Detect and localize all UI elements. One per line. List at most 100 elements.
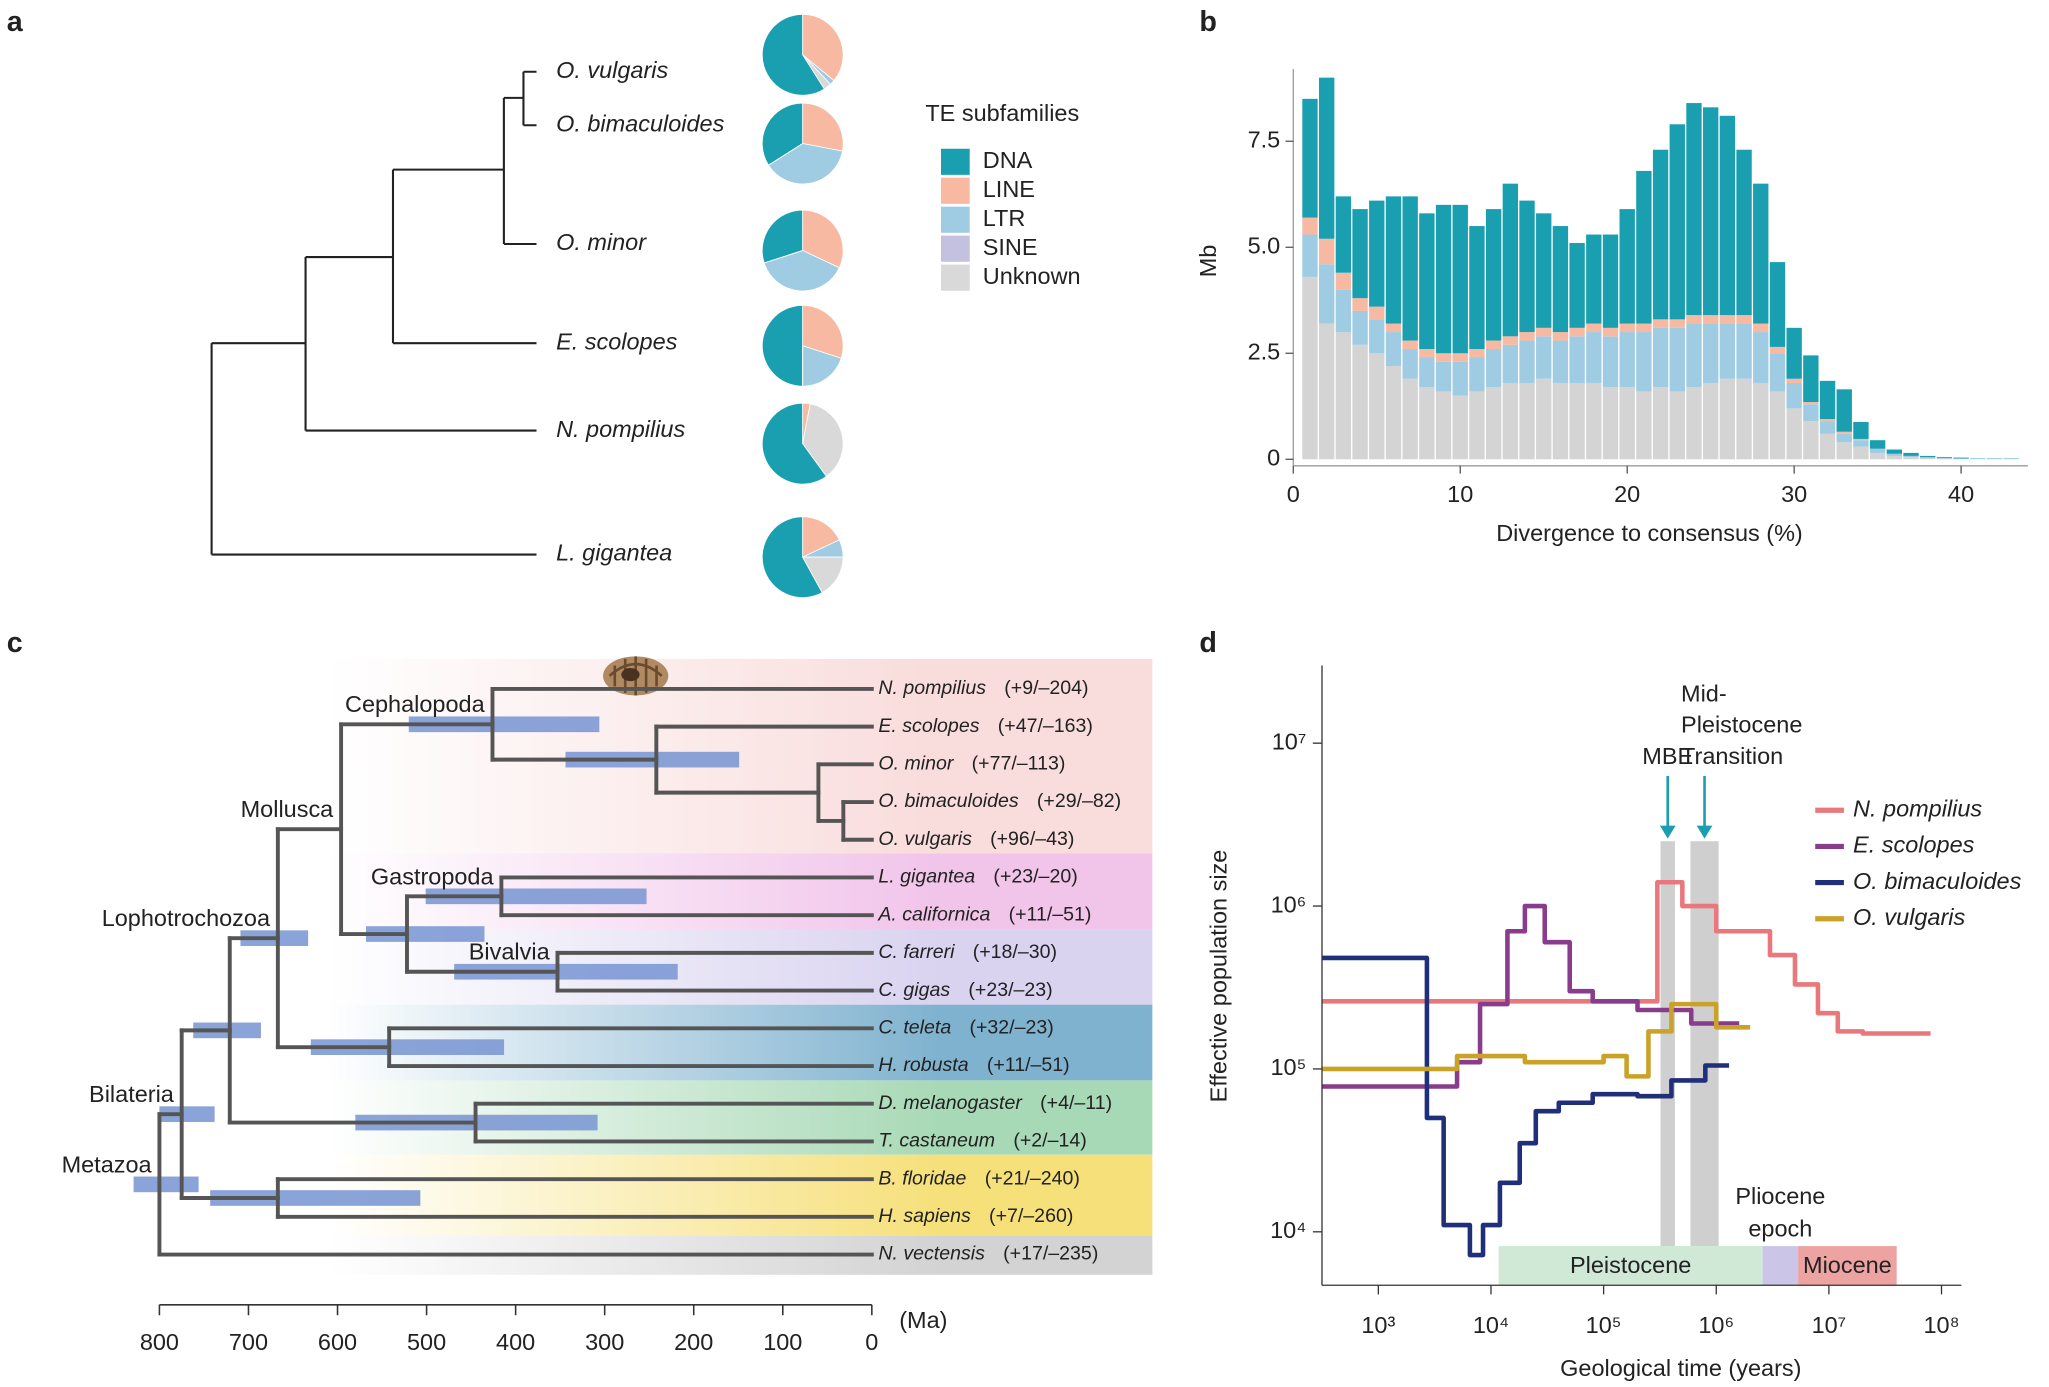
epoch-label: Miocene: [1803, 1252, 1892, 1278]
y-tick-label: 7.5: [1248, 126, 1281, 152]
bar-segment: [1869, 440, 1886, 449]
bar-segment: [1853, 446, 1869, 460]
bar-segment: [1402, 340, 1418, 350]
taxon-label: B. floridae: [878, 1167, 966, 1189]
bar-segment: [1552, 340, 1569, 383]
clade-label: Mollusca: [241, 796, 335, 822]
gene-count: (+18/–30): [973, 941, 1057, 963]
pie-slice: [761, 304, 804, 387]
bar-segment: [1736, 378, 1752, 460]
bar-segment: [1569, 243, 1585, 328]
bar-segment: [1936, 458, 1953, 460]
x-tick-label: 40: [1948, 481, 1974, 507]
bar-segment: [1886, 449, 1903, 454]
bar-segment: [1853, 440, 1869, 447]
legend-label: LTR: [983, 205, 1026, 231]
pie-slice: [802, 345, 842, 387]
confidence-bar: [454, 963, 678, 980]
bar-segment: [1636, 170, 1652, 324]
clade-label: Bilateria: [89, 1081, 175, 1107]
bar-segment: [1536, 378, 1552, 460]
population-line: [1321, 955, 1730, 1258]
bar-segment: [1669, 319, 1685, 328]
bar-segment: [1536, 336, 1552, 379]
gene-count: (+32/–23): [969, 1016, 1053, 1038]
bar-segment: [1686, 103, 1702, 316]
taxon-label: T. castaneum: [878, 1130, 995, 1152]
taxon-label: A. californica: [877, 903, 990, 925]
confidence-bar: [310, 1039, 505, 1055]
bar-segment: [1836, 433, 1852, 443]
bar-segment: [1586, 323, 1602, 333]
bar-segment: [1736, 323, 1752, 379]
bar-segment: [1920, 457, 1936, 459]
y-tick-label: 5.0: [1248, 232, 1281, 258]
taxon-label: C. gigas: [878, 979, 950, 1001]
taxon-label: O. vulgaris: [878, 828, 972, 850]
bar-segment: [1485, 340, 1502, 350]
bar-segment: [1552, 226, 1569, 333]
species-label: E. scolopes: [556, 328, 678, 354]
bar-segment: [1452, 395, 1468, 460]
population-line: [1321, 1001, 1751, 1079]
bar-segment: [1702, 323, 1719, 383]
pie-slice: [802, 403, 844, 477]
legend-swatch: [940, 148, 970, 175]
population-line: [1321, 879, 1931, 1036]
pie-slice: [802, 54, 831, 90]
legend-label: O. bimaculoides: [1853, 868, 2022, 894]
bar-segment: [1519, 200, 1535, 333]
bar-segment: [1736, 315, 1752, 324]
panel-label: a: [7, 6, 24, 38]
event-band: [1660, 841, 1675, 1247]
gene-count: (+7/–260): [989, 1205, 1073, 1227]
epoch-band: [1498, 1246, 1763, 1286]
bar-segment: [1519, 332, 1535, 341]
bar-segment: [1686, 323, 1702, 388]
bar-segment: [1786, 382, 1802, 409]
bar-segment: [1369, 353, 1385, 460]
bar-segment: [1435, 353, 1452, 362]
population-line: [1321, 903, 1740, 1089]
taxon-label: N. pompilius: [878, 677, 986, 699]
bar-segment: [1719, 115, 1736, 316]
bar-segment: [1602, 327, 1619, 337]
bar-segment: [1502, 336, 1519, 345]
bar-segment: [1903, 452, 1919, 456]
epoch-label: Pliocene: [1735, 1183, 1825, 1209]
species-label: O. vulgaris: [556, 57, 668, 83]
legend-swatch: [940, 177, 970, 204]
bar-segment: [1602, 336, 1619, 388]
bar-segment: [1302, 234, 1318, 277]
bar-segment: [1318, 77, 1335, 239]
bar-segment: [1836, 389, 1852, 432]
gene-count: (+96/–43): [990, 828, 1074, 850]
legend-label: SINE: [983, 234, 1038, 260]
bar-segment: [1502, 382, 1519, 460]
bar-segment: [1719, 378, 1736, 460]
y-tick-label: 10⁵: [1270, 1054, 1306, 1080]
bar-segment: [1619, 332, 1635, 388]
legend-swatch: [940, 235, 970, 262]
bar-segment: [1335, 289, 1352, 333]
bar-segment: [1652, 149, 1669, 320]
legend-label: N. pompilius: [1853, 795, 1982, 821]
bar-segment: [1769, 391, 1786, 460]
bar-segment: [1669, 327, 1685, 392]
y-tick-label: 0: [1267, 444, 1280, 470]
bar-segment: [1352, 310, 1368, 345]
y-tick-label: 10⁷: [1272, 728, 1307, 754]
confidence-bar: [425, 888, 647, 905]
gene-count: (+29/–82): [1037, 790, 1121, 812]
bar-segment: [1769, 346, 1786, 354]
event-label: Pleistocene: [1681, 712, 1802, 738]
bar-segment: [1903, 457, 1919, 460]
legend-label: E. scolopes: [1853, 832, 1975, 858]
pie-slice: [802, 304, 844, 359]
bar-segment: [1886, 453, 1903, 456]
clade-label: Bivalvia: [469, 939, 551, 965]
bar-segment: [1352, 298, 1368, 311]
species-label: O. minor: [556, 229, 647, 255]
epoch-label: Pleistocene: [1570, 1252, 1691, 1278]
pie-slice: [763, 250, 840, 292]
